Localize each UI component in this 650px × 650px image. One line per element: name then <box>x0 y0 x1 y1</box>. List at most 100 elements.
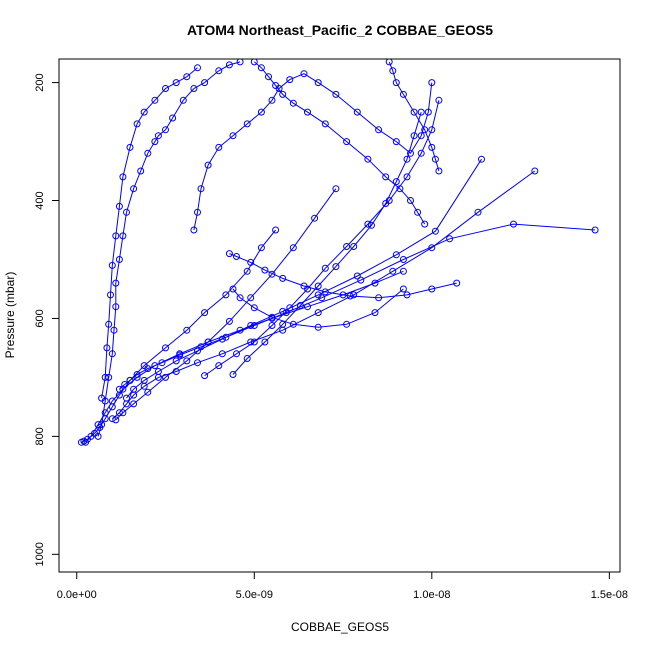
data-point <box>300 70 308 78</box>
data-point <box>98 421 106 429</box>
data-point <box>446 235 454 243</box>
series-line <box>126 158 482 399</box>
series-14 <box>385 59 443 175</box>
data-point <box>417 132 425 140</box>
data-point <box>108 350 116 358</box>
data-point <box>371 279 379 287</box>
data-point <box>151 96 159 104</box>
plot-frame <box>58 58 621 573</box>
data-point <box>151 362 159 370</box>
data-point <box>407 197 414 204</box>
data-point <box>250 304 258 312</box>
data-point <box>410 132 418 140</box>
data-point <box>314 282 322 290</box>
data-point <box>247 258 255 266</box>
data-point <box>154 132 162 140</box>
series-12 <box>229 285 407 331</box>
data-point <box>204 338 212 346</box>
data-point <box>183 357 191 365</box>
data-point <box>332 263 340 271</box>
data-point <box>243 267 251 275</box>
data-point <box>144 149 152 157</box>
data-point <box>154 368 162 375</box>
data-point <box>144 365 152 373</box>
data-point <box>108 415 116 423</box>
data-point <box>112 303 120 311</box>
data-point <box>243 120 251 128</box>
data-point <box>190 85 198 92</box>
y-tick-label: 800 <box>34 427 46 445</box>
data-point <box>194 359 201 367</box>
data-point <box>392 178 400 186</box>
series-1 <box>82 267 407 446</box>
series-line <box>119 223 596 390</box>
data-point <box>233 253 240 260</box>
data-point <box>218 335 226 343</box>
data-point <box>399 267 407 275</box>
data-point <box>158 359 166 367</box>
data-point <box>112 279 120 287</box>
data-point <box>403 291 411 299</box>
data-point <box>510 220 517 228</box>
data-point <box>123 394 130 402</box>
data-point <box>110 326 118 334</box>
data-point <box>286 76 294 84</box>
data-point <box>137 167 145 175</box>
data-point <box>201 372 209 380</box>
data-point <box>119 409 127 417</box>
data-point <box>531 167 539 175</box>
data-point <box>261 338 269 346</box>
data-point <box>233 350 240 358</box>
chart-title: ATOM4 Northeast_Pacific_2 COBBAE_GEOS5 <box>187 22 493 38</box>
data-point <box>201 79 209 87</box>
y-tick-label: 1000 <box>34 542 46 566</box>
data-point <box>428 79 436 87</box>
series-7 <box>112 185 340 424</box>
data-point <box>183 326 191 334</box>
data-point <box>407 149 414 157</box>
data-point <box>82 438 90 446</box>
data-point <box>350 291 358 299</box>
data-point <box>126 143 134 151</box>
data-point <box>115 202 123 210</box>
data-point <box>151 138 159 146</box>
data-point <box>115 256 123 263</box>
data-point <box>396 185 404 193</box>
data-point <box>332 90 340 98</box>
data-point <box>399 256 407 263</box>
data-point <box>229 132 237 140</box>
data-point <box>428 126 436 134</box>
data-point <box>162 85 169 92</box>
data-point <box>371 309 379 317</box>
data-point <box>112 232 120 240</box>
data-point <box>389 267 397 275</box>
data-point <box>179 96 187 104</box>
data-point <box>176 351 184 359</box>
data-point <box>346 292 354 300</box>
data-point <box>353 272 361 280</box>
data-point <box>265 73 272 81</box>
series-line <box>253 61 426 225</box>
data-point <box>435 96 443 104</box>
x-tick-label: 0.0e+00 <box>57 589 97 601</box>
data-point <box>403 173 411 181</box>
data-point <box>169 114 177 122</box>
x-axis: 0.0e+00 5.0e-09 1.0e-08 1.5e-08 <box>57 572 628 601</box>
x-axis-label: COBBAE_GEOS5 <box>291 620 389 634</box>
data-point <box>321 288 329 296</box>
data-point <box>144 388 152 396</box>
data-point <box>119 232 127 240</box>
data-point <box>343 320 351 328</box>
data-point <box>289 244 297 252</box>
data-point <box>243 355 251 362</box>
data-point <box>279 90 287 98</box>
x-tick-label: 5.0e-09 <box>236 589 273 601</box>
data-point <box>140 108 148 116</box>
data-point <box>225 61 233 69</box>
data-point <box>375 294 383 302</box>
data-point <box>424 108 432 116</box>
data-point <box>474 208 482 216</box>
series-line <box>85 270 404 443</box>
series-line <box>232 111 422 375</box>
data-point <box>431 227 439 235</box>
